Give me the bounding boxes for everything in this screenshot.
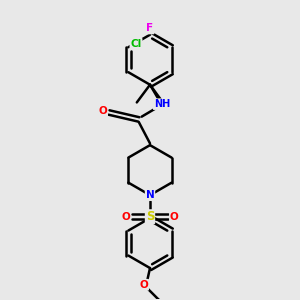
Text: O: O: [140, 280, 148, 290]
Text: F: F: [146, 23, 154, 34]
Text: NH: NH: [154, 99, 170, 109]
Text: Cl: Cl: [130, 39, 142, 49]
Text: N: N: [146, 190, 154, 200]
Text: O: O: [121, 212, 130, 222]
Text: S: S: [146, 210, 154, 223]
Text: O: O: [98, 106, 107, 116]
Text: O: O: [170, 212, 179, 222]
